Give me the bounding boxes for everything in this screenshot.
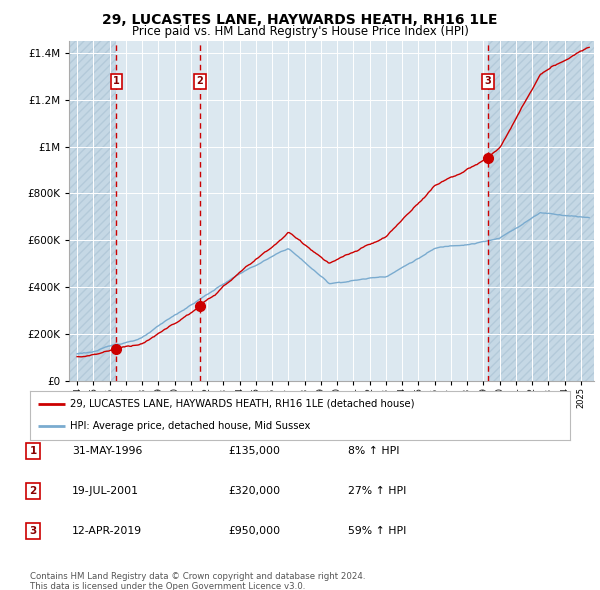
Text: 27% ↑ HPI: 27% ↑ HPI xyxy=(348,486,406,496)
Text: Price paid vs. HM Land Registry's House Price Index (HPI): Price paid vs. HM Land Registry's House … xyxy=(131,25,469,38)
Text: 1: 1 xyxy=(113,76,120,86)
Text: 29, LUCASTES LANE, HAYWARDS HEATH, RH16 1LE: 29, LUCASTES LANE, HAYWARDS HEATH, RH16 … xyxy=(102,13,498,27)
Text: This data is licensed under the Open Government Licence v3.0.: This data is licensed under the Open Gov… xyxy=(30,582,305,590)
Bar xyxy=(69,41,116,381)
Text: 12-APR-2019: 12-APR-2019 xyxy=(72,526,142,536)
Text: 2: 2 xyxy=(29,486,37,496)
Text: £135,000: £135,000 xyxy=(228,446,280,455)
Text: 59% ↑ HPI: 59% ↑ HPI xyxy=(348,526,406,536)
Text: 3: 3 xyxy=(485,76,491,86)
Text: 31-MAY-1996: 31-MAY-1996 xyxy=(72,446,142,455)
Text: 1: 1 xyxy=(29,446,37,455)
Text: 19-JUL-2001: 19-JUL-2001 xyxy=(72,486,139,496)
Bar xyxy=(69,41,116,381)
Bar xyxy=(488,41,594,381)
Text: 8% ↑ HPI: 8% ↑ HPI xyxy=(348,446,400,455)
Text: HPI: Average price, detached house, Mid Sussex: HPI: Average price, detached house, Mid … xyxy=(71,421,311,431)
Text: 2: 2 xyxy=(196,76,203,86)
Text: Contains HM Land Registry data © Crown copyright and database right 2024.: Contains HM Land Registry data © Crown c… xyxy=(30,572,365,581)
Text: 3: 3 xyxy=(29,526,37,536)
Text: 29, LUCASTES LANE, HAYWARDS HEATH, RH16 1LE (detached house): 29, LUCASTES LANE, HAYWARDS HEATH, RH16 … xyxy=(71,399,415,409)
Text: £320,000: £320,000 xyxy=(228,486,280,496)
Text: £950,000: £950,000 xyxy=(228,526,280,536)
Bar xyxy=(488,41,594,381)
